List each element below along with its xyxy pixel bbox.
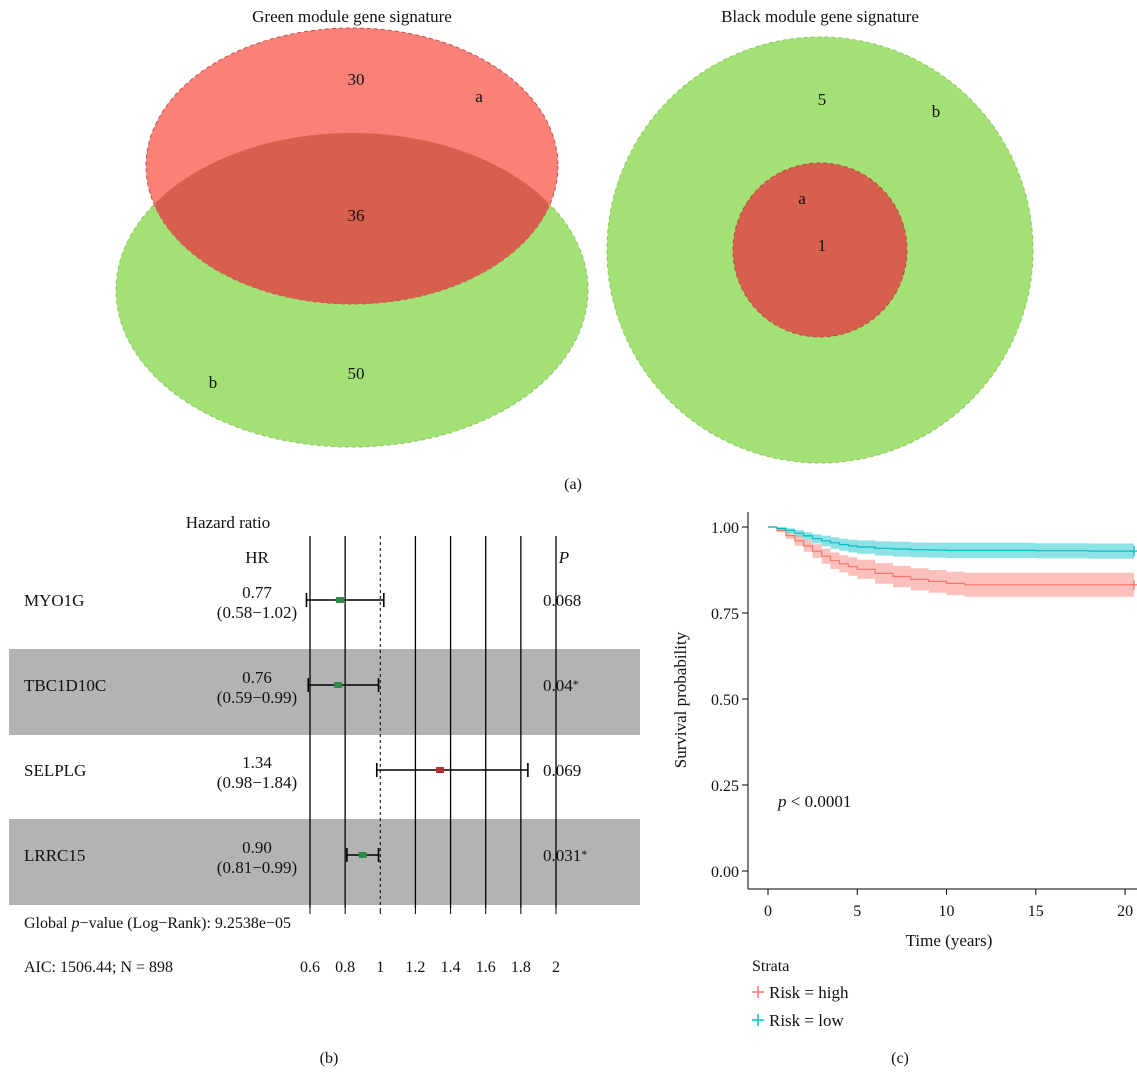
venn-left-a-label: a: [475, 87, 483, 106]
forest-row-band: [9, 649, 640, 735]
forest-hr-value: 0.76: [242, 668, 272, 687]
km-y-tick-label: 1.00: [711, 520, 739, 537]
forest-gene-label: MYO1G: [24, 591, 84, 610]
km-x-tick-label: 15: [1028, 903, 1044, 920]
forest-p-value: 0.068: [543, 591, 581, 610]
venn-right-a-label: a: [798, 189, 806, 208]
forest-p-value: 0.04*: [543, 676, 579, 695]
venn-right-b-only-count: 5: [818, 90, 827, 109]
km-ylabel: Survival probability: [671, 631, 690, 768]
venn-left-intersection: [155, 133, 549, 304]
forest-tick-label: 2: [552, 959, 560, 976]
forest-tick-label: 0.8: [335, 959, 355, 976]
forest-gene-label: SELPLG: [24, 761, 86, 780]
forest-tick-label: 1.2: [405, 959, 425, 976]
km-curve-low: [768, 526, 1134, 552]
km-x-tick-label: 10: [939, 903, 955, 920]
km-pvalue-p: p: [777, 792, 787, 811]
forest-row: SELPLG 1.34(0.98−1.84) 0.069: [24, 753, 581, 792]
forest-row: TBC1D10C 0.76(0.59−0.99) 0.04*: [24, 668, 579, 707]
forest-p-value: 0.069: [543, 761, 581, 780]
venn-right-b-label: b: [932, 102, 941, 121]
forest-gene-label: LRRC15: [24, 846, 85, 865]
forest-ci-value: (0.58−1.02): [217, 603, 297, 622]
forest-ci-value: (0.81−0.99): [217, 858, 297, 877]
km-y-tick-label: 0.25: [711, 778, 739, 795]
km-y-tick-label: 0.00: [711, 864, 739, 881]
forest-title: Hazard ratio: [186, 513, 270, 532]
km-curve-high: [768, 526, 1134, 586]
forest-tick-label: 1.8: [511, 959, 531, 976]
km-x-tick-label: 5: [853, 903, 861, 920]
km-xlabel: Time (years): [906, 931, 993, 950]
forest-tick-label: 1: [376, 959, 384, 976]
panel-b-label: (b): [320, 1050, 339, 1067]
km-legend-title: Strata: [752, 958, 789, 975]
panel-c-label: (c): [891, 1050, 909, 1067]
forest-x-ticks: 0.6 0.8 1 1.2 1.4 1.6 1.8 2: [300, 908, 560, 976]
forest-p-header: P: [558, 548, 569, 567]
forest-tick-label: 1.6: [476, 959, 496, 976]
venn-left-a-only-count: 30: [348, 70, 365, 89]
forest-ci-value: (0.59−0.99): [217, 688, 297, 707]
forest-hr-header: HR: [245, 548, 269, 567]
forest-hr-value: 0.90: [242, 838, 272, 857]
km-confidence-bands: [768, 527, 1134, 597]
forest-row-bands: [9, 649, 640, 905]
forest-gridlines: [309, 536, 557, 908]
km-legend: Risk = high Risk = low: [752, 983, 849, 1030]
km-legend-label: Risk = low: [769, 1011, 844, 1030]
forest-sig-star: *: [573, 677, 579, 691]
forest-row: MYO1G 0.77(0.58−1.02) 0.068: [24, 583, 581, 622]
forest-point: [335, 597, 344, 603]
km-pvalue-rest: < 0.0001: [787, 792, 852, 811]
forest-tick-label: 1.4: [441, 959, 461, 976]
venn-right-set-a-circle: [732, 162, 908, 338]
km-legend-label: Risk = high: [769, 983, 849, 1002]
panel-c-survival-plot: 0.00 0.25 0.50 0.75 1.00 0 5 10 15 20 Survival pr…: [671, 512, 1137, 1067]
km-legend-item: Risk = high: [752, 983, 849, 1002]
forest-global-pvalue-p: p: [71, 915, 80, 932]
panel-a-venn-diagrams: Green module gene signature 30 a 36 50 b…: [115, 7, 1034, 493]
forest-p-value: 0.031*: [543, 846, 587, 865]
forest-global-pvalue-prefix: Global: [24, 915, 72, 932]
forest-ci-value: (0.98−1.84): [217, 773, 297, 792]
venn-right-title: Black module gene signature: [721, 7, 919, 26]
forest-sig-star: *: [581, 847, 587, 861]
km-y-tick-label: 0.50: [711, 692, 739, 709]
forest-tick-label: 0.6: [300, 959, 320, 976]
km-band-high: [768, 527, 1134, 597]
venn-left-intersection-count: 36: [348, 206, 365, 225]
forest-point: [334, 682, 343, 688]
venn-left-title: Green module gene signature: [252, 7, 452, 26]
km-pvalue-annotation: p < 0.0001: [777, 792, 851, 811]
km-x-tick-label: 20: [1117, 903, 1133, 920]
panel-b-forest-plot: Hazard ratio HR P MYO1G 0.77(0.58−1.02) 0.…: [9, 513, 640, 1067]
panel-a-label: (a): [564, 476, 582, 493]
forest-point: [358, 852, 367, 858]
km-x-tick-label: 0: [764, 903, 772, 920]
km-survival-curves: [768, 526, 1137, 590]
forest-global-pvalue-rest: −value (Log−Rank): 9.2538e−05: [80, 915, 291, 932]
forest-global-pvalue: Global p−value (Log−Rank): 9.2538e−05: [24, 915, 291, 932]
forest-row: LRRC15 0.90(0.81−0.99) 0.031*: [24, 838, 587, 877]
forest-aic: AIC: 1506.44; N = 898: [24, 959, 173, 976]
forest-row-band: [9, 819, 640, 905]
forest-point: [436, 767, 445, 773]
venn-right-intersection-count: 1: [818, 236, 827, 255]
km-legend-item: Risk = low: [752, 1011, 844, 1030]
forest-hr-value: 0.77: [242, 583, 272, 602]
forest-hr-value: 1.34: [242, 753, 272, 772]
km-axes: 0.00 0.25 0.50 0.75 1.00 0 5 10 15 20: [711, 512, 1137, 920]
km-y-tick-label: 0.75: [711, 606, 739, 623]
venn-left-b-only-count: 50: [348, 364, 365, 383]
venn-left-b-label: b: [209, 373, 218, 392]
forest-gene-label: TBC1D10C: [24, 676, 106, 695]
